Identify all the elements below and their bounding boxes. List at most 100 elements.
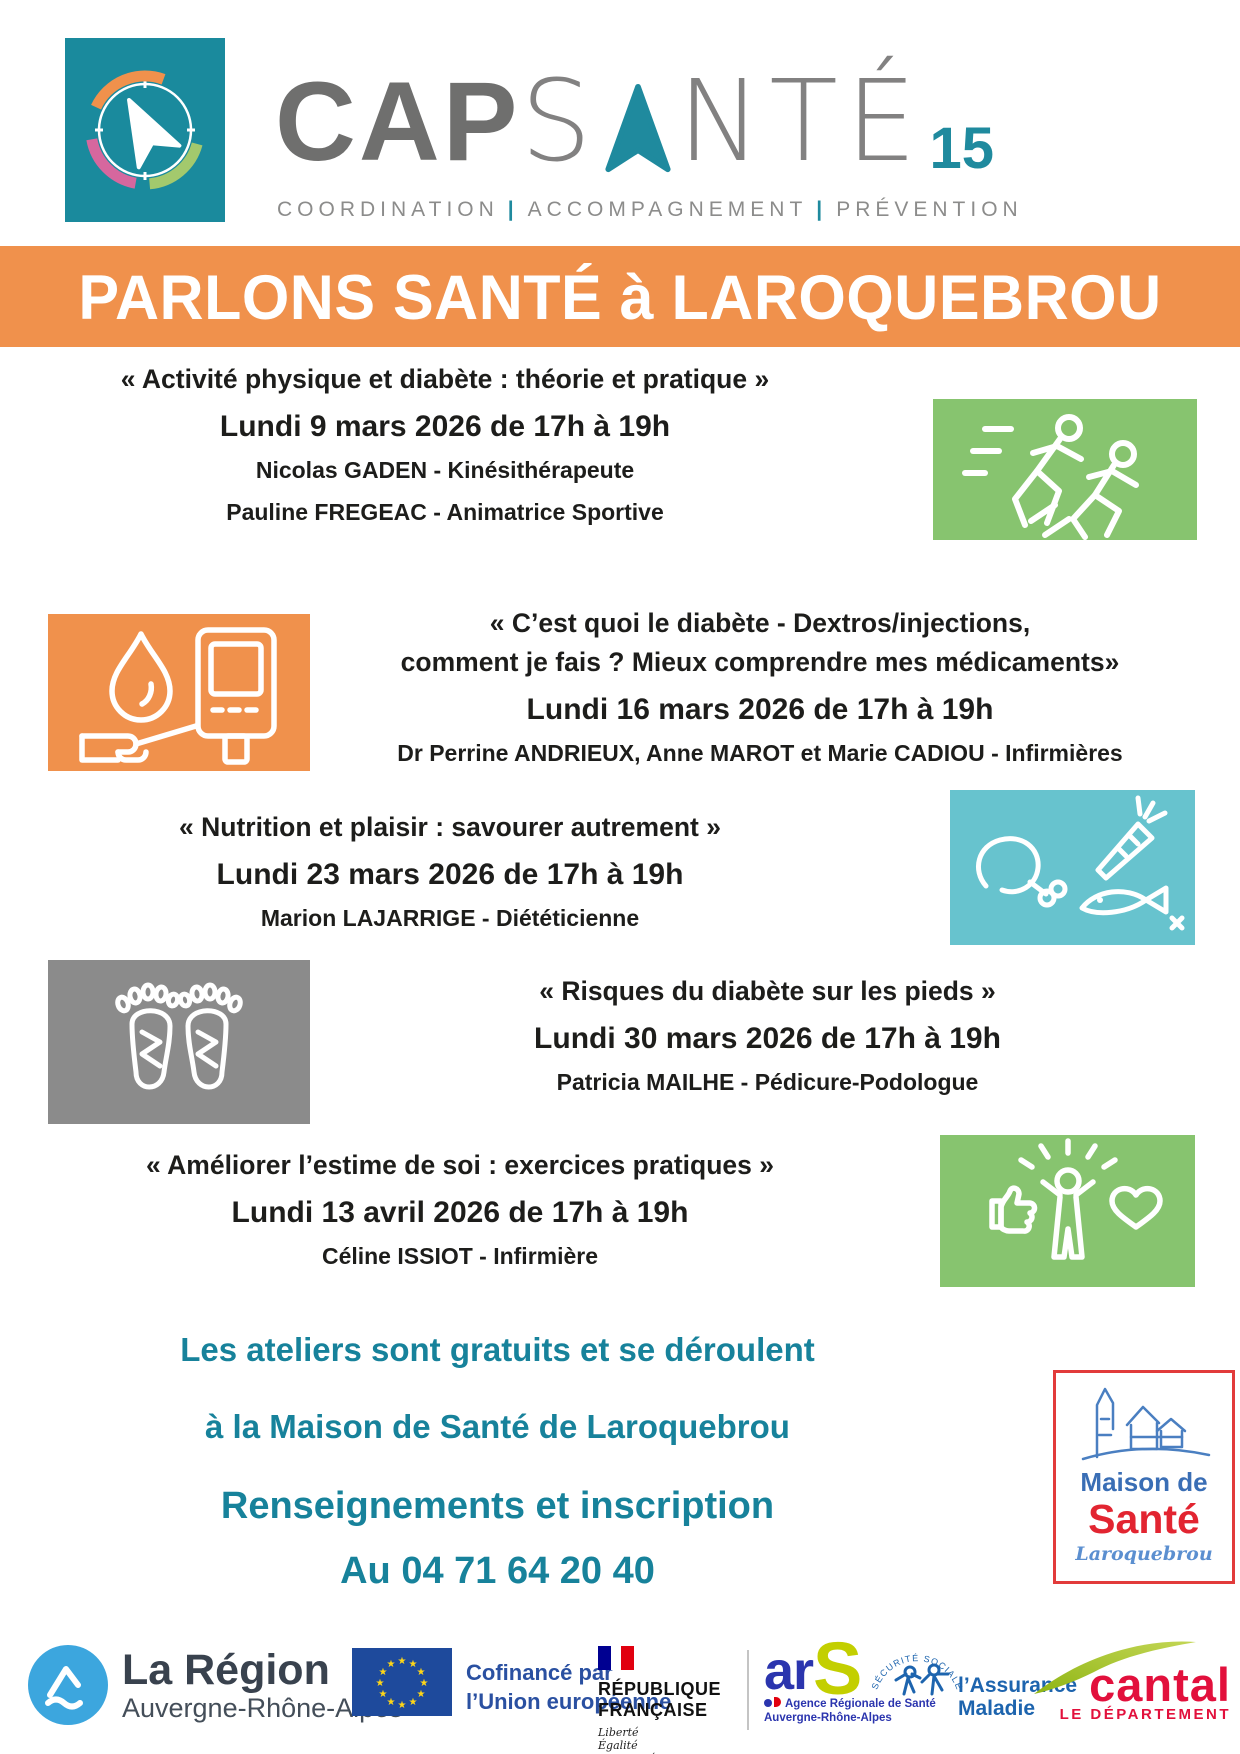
svg-text:★: ★ — [379, 1667, 388, 1678]
workshop-4: « Risques du diabète sur les pieds » Lun… — [300, 972, 1235, 1098]
ars-blue-dot-icon — [764, 1699, 772, 1708]
svg-text:★: ★ — [387, 1697, 396, 1708]
region-name: La Région — [122, 1646, 330, 1694]
workshop-title: « Risques du diabète sur les pieds » — [539, 976, 996, 1006]
securite-sociale-icon: SÉCURITÉ SOCIALE — [870, 1653, 965, 1696]
eu-flag-icon: ★ ★ ★ ★ ★ ★ ★ ★ ★ ★ ★ ★ — [352, 1648, 452, 1721]
workshop-1: « Activité physique et diabète : théorie… — [25, 360, 865, 528]
tagline-separator: | — [816, 198, 828, 221]
french-flag-icon — [598, 1646, 634, 1670]
info-line-1: Les ateliers sont gratuits et se déroule… — [180, 1331, 815, 1368]
cantal-subtitle: LE DÉPARTEMENT — [1059, 1706, 1231, 1723]
page-title: PARLONS SANTÉ à LAROQUEBROU — [78, 261, 1162, 332]
runners-icon — [962, 414, 1139, 540]
ars-subtitle-1: Agence Régionale de Santé — [764, 1697, 936, 1711]
workshop-speaker: Céline ISSIOT - Infirmière — [321, 1243, 599, 1269]
workshop-title: « C’est quoi le diabète - Dextros/inject… — [489, 608, 1031, 638]
cap-sante-wordmark: CAP S NTÉ 15 — [275, 57, 995, 187]
maison-logo-line1: Maison de — [1080, 1467, 1208, 1497]
assurance-line2: Maladie — [958, 1697, 1036, 1720]
assurance-text: l’Assurance Maladie — [958, 1674, 1077, 1720]
svg-text:★: ★ — [420, 1678, 429, 1689]
workshop-3-icon-box — [950, 790, 1195, 945]
ars-subtitle-2: Auvergne-Rhône-Alpes — [764, 1712, 892, 1725]
workshop-5: « Améliorer l’estime de soi : exercices … — [25, 1146, 895, 1272]
workshop-date: Lundi 30 mars 2026 de 17h à 19h — [534, 1022, 1001, 1055]
wordmark-sante-s: S — [520, 57, 600, 187]
ars-line1: Agence Régionale de Santé — [785, 1698, 936, 1711]
region-mountain-icon — [28, 1645, 108, 1725]
motto-fraternite: Fraternité — [598, 1752, 721, 1754]
nutrition-icon — [976, 795, 1185, 931]
info-section: Les ateliers sont gratuits et se déroule… — [0, 1330, 995, 1614]
workshop-date: Lundi 16 mars 2026 de 17h à 19h — [526, 693, 994, 726]
workshop-speaker: Pauline FREGEAC - Animatrice Sportive — [226, 499, 664, 525]
cantal-swoosh-icon — [1034, 1641, 1196, 1694]
eu-line2: l’Union européenne — [466, 1689, 672, 1714]
workshop-3: « Nutrition et plaisir : savourer autrem… — [20, 808, 880, 934]
maison-logo-line3: Laroquebrou — [1075, 1543, 1213, 1565]
svg-text:★: ★ — [398, 1656, 407, 1667]
ars-wordmark: ar S — [764, 1627, 936, 1710]
phone-number: Au 04 71 64 20 40 — [340, 1550, 655, 1592]
banner: PARLONS SANTÉ à LAROQUEBROU — [0, 246, 1240, 347]
workshop-speaker: Dr Perrine ANDRIEUX, Anne MAROT et Marie… — [397, 740, 1123, 766]
wordmark-cap: CAP — [275, 59, 521, 184]
workshop-5-icon-box — [940, 1135, 1195, 1287]
ars-red-mark-icon — [774, 1697, 781, 1708]
svg-text:★: ★ — [398, 1700, 407, 1711]
svg-text:★: ★ — [376, 1678, 385, 1689]
tagline-prevention: PRÉVENTION — [836, 198, 1023, 221]
republique-line2: FRANÇAISE — [598, 1700, 708, 1720]
workshop-title-line2: comment je fais ? Mieux comprendre mes m… — [400, 647, 1120, 677]
tagline: COORDINATION | ACCOMPAGNEMENT | PRÉVENTION — [277, 198, 1023, 222]
ars-ar: ar — [764, 1640, 814, 1701]
wordmark-sante-nte: NTÉ — [677, 57, 925, 187]
glucose-meter-icon — [79, 627, 277, 765]
ars-logo: ar S Agence Régionale de Santé Auvergne-… — [764, 1627, 936, 1725]
assurance-maladie-logo: SÉCURITÉ SOCIALE l’Assurance Maladie — [862, 1642, 1078, 1720]
svg-text:★: ★ — [409, 1659, 418, 1670]
svg-text:SÉCURITÉ SOCIALE: SÉCURITÉ SOCIALE — [870, 1653, 965, 1692]
workshop-title: « Activité physique et diabète : théorie… — [120, 364, 770, 394]
workshop-2-icon-box — [48, 614, 310, 771]
workshop-title: « Nutrition et plaisir : savourer autrem… — [179, 812, 721, 842]
svg-text:★: ★ — [387, 1659, 396, 1670]
arrow-a-icon — [604, 83, 671, 173]
compass-icon — [85, 70, 205, 190]
wordmark-15: 15 — [929, 116, 995, 181]
cap-sante-logo-mark — [65, 38, 225, 222]
motto-liberte: Liberté — [598, 1726, 639, 1739]
cantal-logo: cantal LE DÉPARTEMENT — [1030, 1632, 1235, 1723]
workshop-date: Lundi 23 mars 2026 de 17h à 19h — [216, 858, 684, 891]
assurance-line1: l’Assurance — [958, 1674, 1078, 1697]
workshop-date: Lundi 13 avril 2026 de 17h à 19h — [231, 1196, 689, 1229]
footer-divider — [747, 1650, 749, 1730]
footprints-icon — [115, 982, 243, 1090]
svg-text:★: ★ — [417, 1689, 426, 1700]
maison-logo-line2: Santé — [1088, 1496, 1200, 1542]
region-logo: La Région Auvergne-Rhône-Alpes — [28, 1645, 403, 1725]
svg-text:★: ★ — [417, 1667, 426, 1678]
svg-text:★: ★ — [409, 1697, 418, 1708]
cantal-name: cantal — [1089, 1658, 1231, 1711]
ars-s: S — [813, 1627, 863, 1710]
workshop-speaker: Marion LAJARRIGE - Diététicienne — [260, 905, 640, 931]
eu-cofinance-text: Cofinancé par l’Union européenne — [466, 1658, 671, 1716]
info-line-3: Renseignements et inscription — [220, 1485, 775, 1527]
republique-line1: RÉPUBLIQUE — [598, 1679, 722, 1699]
workshop-title: « Améliorer l’estime de soi : exercices … — [146, 1150, 774, 1180]
eu-line1: Cofinancé par — [466, 1660, 613, 1685]
laroquebrou-buildings-icon — [1081, 1387, 1211, 1461]
motto-egalite: Égalité — [598, 1739, 638, 1752]
tagline-accompagnement: ACCOMPAGNEMENT — [527, 198, 808, 221]
republique-francaise-logo: RÉPUBLIQUE FRANÇAISE Liberté Égalité Fra… — [598, 1646, 721, 1754]
tagline-coordination: COORDINATION — [277, 198, 499, 221]
maison-de-sante-logo: Maison de Santé Laroquebrou — [1053, 1370, 1235, 1584]
workshop-speaker: Patricia MAILHE - Pédicure-Podologue — [556, 1069, 979, 1095]
workshop-speaker: Nicolas GADEN - Kinésithérapeute — [255, 457, 635, 483]
workshop-date: Lundi 9 mars 2026 de 17h à 19h — [219, 410, 671, 443]
tagline-separator: | — [507, 198, 519, 221]
info-line-2: à la Maison de Santé de Laroquebrou — [205, 1408, 790, 1445]
